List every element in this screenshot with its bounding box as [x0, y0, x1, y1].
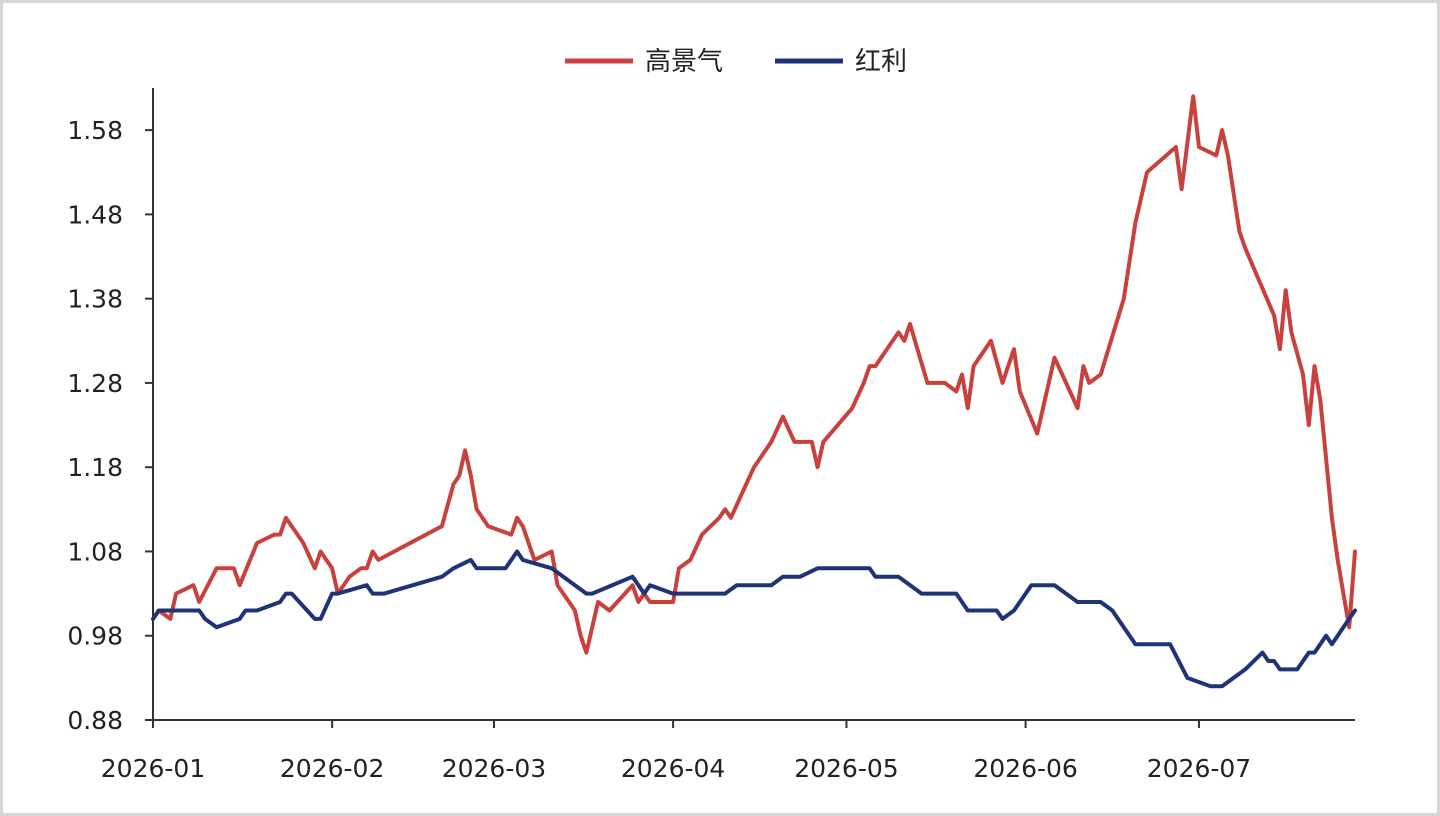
x-tick-label: 2026-02 — [280, 754, 384, 783]
y-tick-label: 1.58 — [67, 116, 123, 145]
x-tick-label: 2026-05 — [794, 754, 898, 783]
x-tick-label: 2026-03 — [442, 754, 546, 783]
x-tick-label: 2026-07 — [1147, 754, 1251, 783]
y-tick-label: 1.48 — [67, 200, 123, 229]
legend-label-2: 红利 — [855, 47, 907, 77]
series-lines — [151, 94, 1357, 689]
x-tick-label: 2026-01 — [101, 754, 205, 783]
line-chart: 高景气 红利 0.88 0.98 1.08 1.18 1.28 1.38 1.48 1.58 20… — [67, 47, 1357, 783]
y-tick-label: 1.38 — [67, 285, 123, 314]
x-tick-label: 2026-06 — [973, 754, 1077, 783]
y-tick-label: 0.98 — [67, 622, 123, 651]
legend-label-1: 高景气 — [645, 47, 723, 77]
legend: 高景气 红利 — [565, 47, 907, 77]
y-tick-label: 1.28 — [67, 369, 123, 398]
y-tick-label: 1.08 — [67, 537, 123, 566]
series-line-2 — [151, 549, 1357, 689]
series-line-1 — [151, 94, 1357, 655]
x-tick-label: 2026-04 — [621, 754, 725, 783]
y-tick-label: 1.18 — [67, 453, 123, 482]
axes: 0.88 0.98 1.08 1.18 1.28 1.38 1.48 1.58 2026-01 2… — [67, 88, 1355, 783]
y-tick-label: 0.88 — [67, 706, 123, 735]
